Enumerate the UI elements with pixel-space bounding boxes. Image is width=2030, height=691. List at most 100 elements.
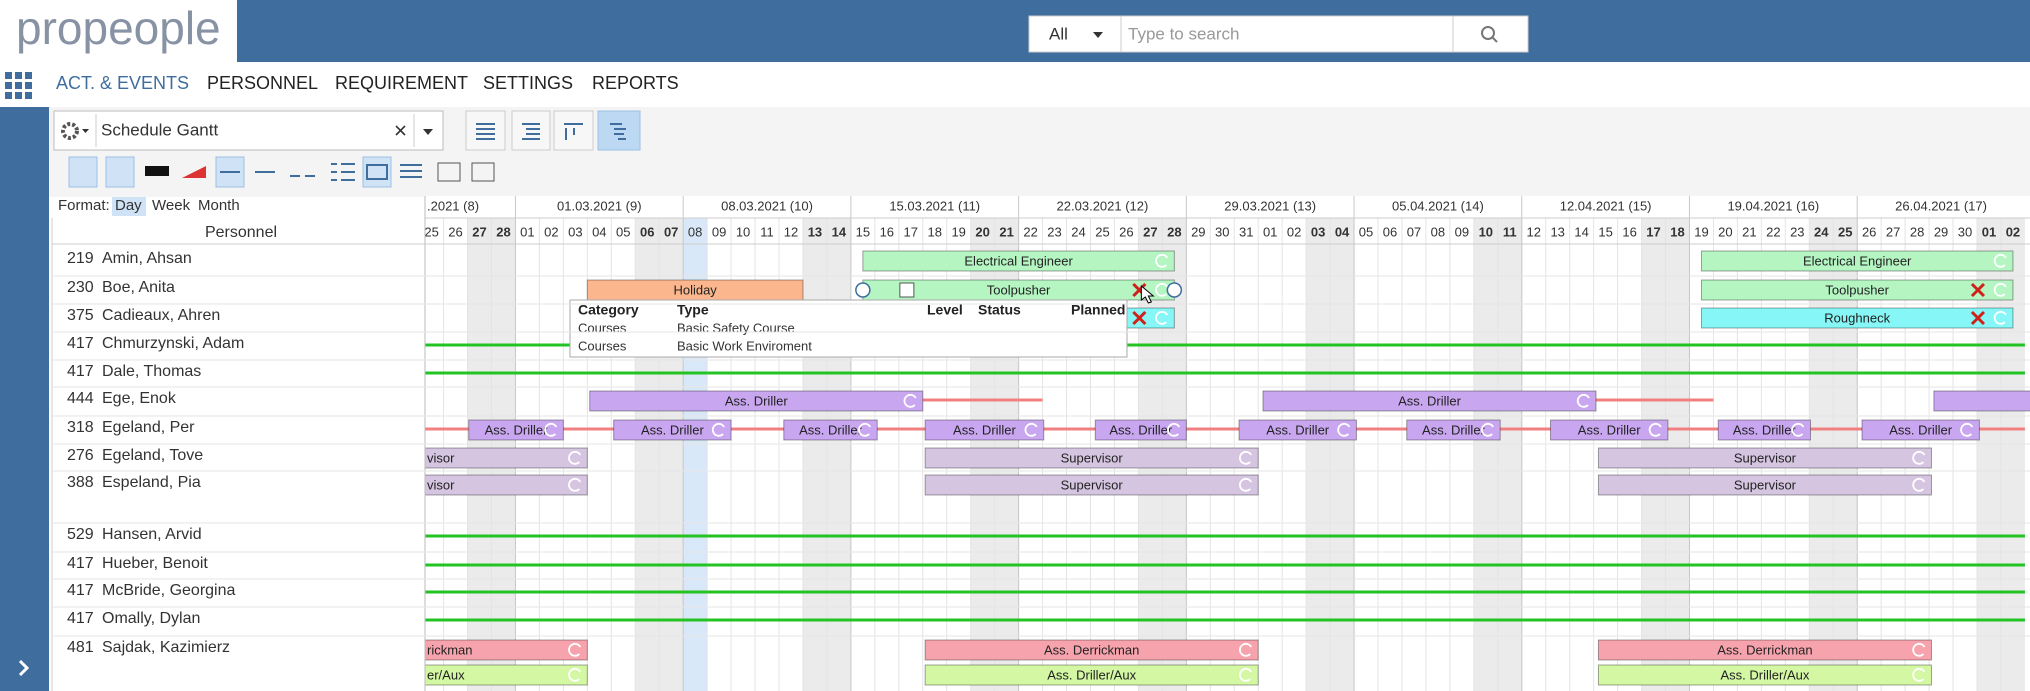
search-input[interactable] — [1120, 15, 1454, 53]
refresh-icon[interactable] — [1155, 282, 1169, 297]
remove-icon[interactable] — [1132, 310, 1147, 326]
refresh-icon[interactable] — [1960, 422, 1974, 437]
week-label: 08.03.2021 (10) — [721, 198, 813, 213]
day-label: 27 — [472, 224, 486, 239]
sidebar — [0, 107, 49, 691]
search-icon-handle — [1491, 36, 1498, 43]
assignment-bar[interactable] — [1597, 474, 1932, 496]
refresh-icon[interactable] — [1024, 422, 1038, 437]
assignment-bar[interactable] — [324, 639, 588, 661]
expand-sidebar[interactable] — [18, 659, 30, 677]
nav-item[interactable]: REPORTS — [592, 73, 679, 93]
tool-icons[interactable] — [68, 156, 495, 188]
refresh-icon[interactable] — [1337, 422, 1351, 437]
assignment-bar[interactable] — [1597, 447, 1932, 469]
assignment-bar[interactable] — [1597, 639, 1932, 661]
assignment-bar[interactable] — [324, 474, 588, 496]
refresh-icon[interactable] — [1155, 253, 1169, 268]
resize-handle[interactable] — [1166, 282, 1183, 298]
nav-item[interactable]: REQUIREMENT — [335, 73, 468, 93]
person-id: 417 — [67, 555, 94, 572]
refresh-icon[interactable] — [1239, 450, 1252, 465]
view-button[interactable] — [465, 110, 506, 151]
refresh-icon[interactable] — [858, 422, 872, 437]
refresh-icon[interactable] — [1912, 477, 1926, 492]
select-checkbox[interactable] — [899, 282, 915, 298]
assignment-bar[interactable] — [924, 419, 1045, 441]
search-button[interactable] — [1452, 15, 1529, 53]
refresh-icon[interactable] — [1993, 310, 2007, 325]
assignment-bar[interactable] — [924, 447, 1259, 469]
assignment-bar[interactable] — [468, 419, 564, 441]
format-option[interactable]: Week — [152, 197, 191, 214]
assignment-bar[interactable] — [1717, 419, 1811, 441]
day-label: 22 — [1023, 224, 1037, 239]
refresh-icon[interactable] — [568, 477, 582, 492]
refresh-icon[interactable] — [1648, 422, 1662, 437]
assignment-bar[interactable] — [924, 664, 1259, 686]
day-label: 31 — [1239, 224, 1253, 239]
refresh-icon[interactable] — [1791, 422, 1805, 437]
view-dropdown[interactable] — [423, 129, 433, 135]
assignment-bar[interactable] — [1700, 307, 2014, 329]
refresh-icon[interactable] — [1912, 450, 1926, 465]
gear-icon[interactable] — [61, 122, 79, 140]
refresh-icon[interactable] — [1912, 642, 1926, 657]
assignment-bar[interactable] — [924, 639, 1259, 661]
assignment-bar[interactable] — [1125, 307, 1175, 329]
refresh-icon[interactable] — [1155, 310, 1169, 325]
format-option[interactable]: Day — [115, 197, 142, 214]
assignment-bar[interactable] — [1262, 390, 1597, 412]
day-label: 06 — [1383, 224, 1397, 239]
refresh-icon[interactable] — [568, 450, 582, 465]
nav-item[interactable]: ACT. & EVENTS — [56, 73, 189, 93]
assignment-bar[interactable] — [924, 474, 1259, 496]
refresh-icon[interactable] — [1481, 422, 1494, 437]
nav-item[interactable]: SETTINGS — [483, 73, 573, 93]
refresh-icon[interactable] — [711, 422, 725, 437]
remove-icon[interactable] — [1970, 282, 1986, 298]
refresh-icon[interactable] — [1912, 667, 1926, 682]
refresh-icon[interactable] — [1167, 422, 1181, 437]
view-button[interactable] — [511, 110, 551, 151]
person-id: 230 — [67, 279, 94, 296]
refresh-icon[interactable] — [1239, 477, 1252, 492]
refresh-icon[interactable] — [1239, 667, 1252, 682]
assignment-bar[interactable] — [1597, 664, 1932, 686]
assignment-bar[interactable] — [1700, 250, 2014, 272]
assignment-bar[interactable] — [1406, 419, 1501, 441]
refresh-icon[interactable] — [1576, 393, 1590, 408]
assignment-bar[interactable] — [1861, 419, 1980, 441]
day-label: 20 — [975, 224, 989, 239]
day-label: 08 — [688, 224, 702, 239]
apps-icon[interactable] — [5, 72, 32, 99]
view-button-active[interactable] — [597, 110, 641, 151]
refresh-icon[interactable] — [903, 393, 917, 408]
resize-handle[interactable] — [855, 282, 871, 298]
assignment-bar[interactable] — [1550, 419, 1669, 441]
tooltip-header: Level — [927, 302, 963, 318]
assignment-bar[interactable] — [1238, 419, 1357, 441]
assignment-bar[interactable] — [783, 419, 878, 441]
scope-select[interactable] — [1028, 15, 1122, 53]
remove-icon[interactable] — [1970, 310, 1986, 326]
view-selector[interactable] — [53, 110, 444, 151]
assignment-bar[interactable] — [324, 447, 588, 469]
refresh-icon[interactable] — [568, 642, 582, 657]
assignment-bar[interactable] — [324, 664, 588, 686]
assignment-bar[interactable] — [589, 390, 924, 412]
refresh-icon[interactable] — [1239, 642, 1252, 657]
refresh-icon[interactable] — [568, 667, 582, 682]
clear-icon[interactable] — [395, 125, 406, 136]
assignment-bar[interactable] — [1933, 390, 2030, 412]
format-option[interactable]: Month — [198, 197, 240, 214]
assignment-bar[interactable] — [1700, 279, 2014, 301]
assignment-bar[interactable] — [613, 419, 732, 441]
day-label: 29 — [1191, 224, 1205, 239]
assignment-bar[interactable] — [1094, 419, 1187, 441]
nav-item[interactable]: PERSONNEL — [207, 73, 318, 93]
refresh-icon[interactable] — [1993, 282, 2007, 297]
assignment-bar[interactable] — [862, 250, 1175, 272]
refresh-icon[interactable] — [1993, 253, 2007, 268]
refresh-icon[interactable] — [544, 422, 558, 437]
